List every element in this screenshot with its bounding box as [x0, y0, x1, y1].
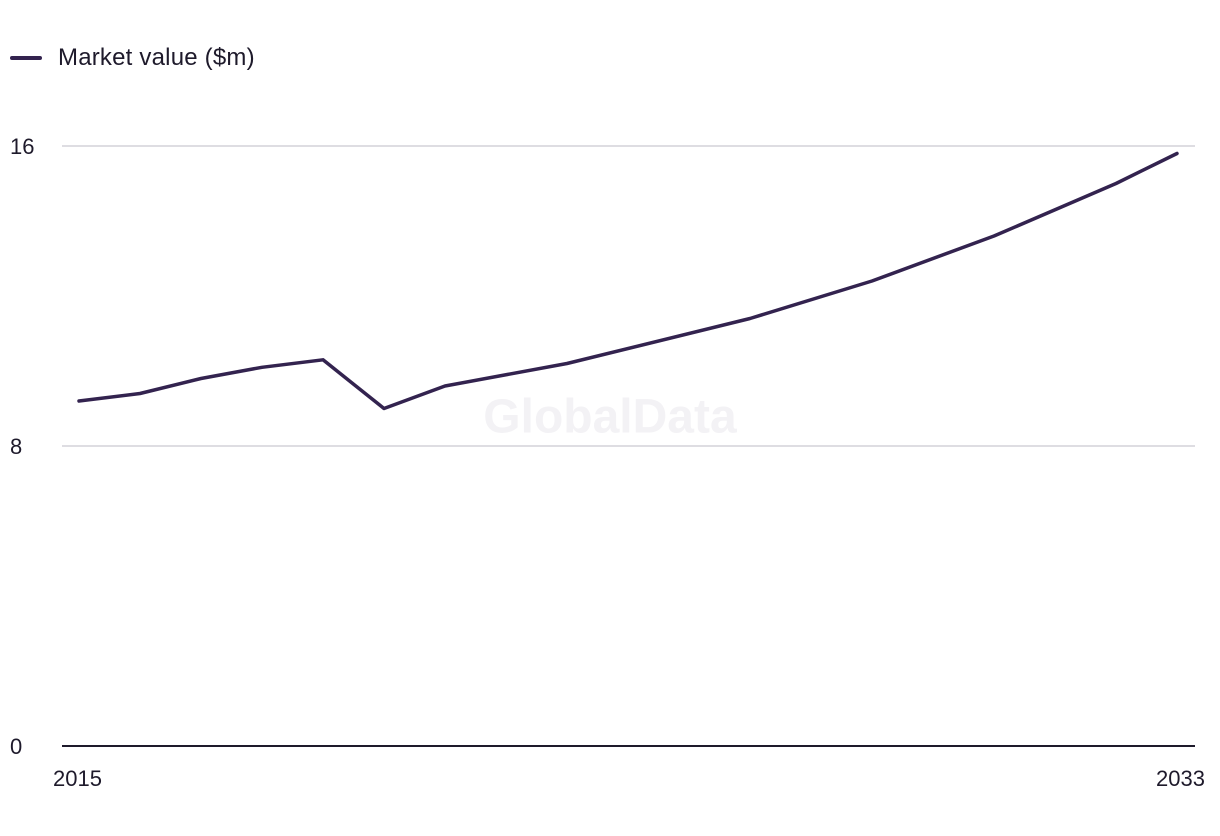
data-point [77, 399, 81, 403]
legend: Market value ($m) [10, 44, 255, 72]
data-point [565, 362, 569, 366]
legend-swatch [10, 56, 42, 60]
series-layer [77, 151, 1179, 411]
data-point [321, 358, 325, 362]
data-point [1114, 182, 1118, 186]
y-tick-label: 0 [10, 734, 22, 759]
y-tick-label: 16 [10, 134, 34, 159]
gridlines [62, 145, 1195, 447]
legend-label: Market value ($m) [58, 44, 255, 71]
data-point [382, 407, 386, 411]
data-point [443, 384, 447, 388]
data-point [138, 392, 142, 396]
watermark: GlobalData [483, 391, 737, 444]
y-tick-label: 8 [10, 434, 22, 459]
data-point [260, 365, 264, 369]
series-line-market-value [77, 151, 1179, 411]
data-point [992, 234, 996, 238]
x-tick-label: 2033 [1156, 766, 1205, 791]
data-point [199, 377, 203, 381]
axes: 0 8 16 2015 2033 [10, 134, 1205, 791]
x-tick-label: 2015 [53, 766, 102, 791]
data-point [1175, 152, 1179, 156]
data-point [870, 279, 874, 283]
data-point [748, 317, 752, 321]
